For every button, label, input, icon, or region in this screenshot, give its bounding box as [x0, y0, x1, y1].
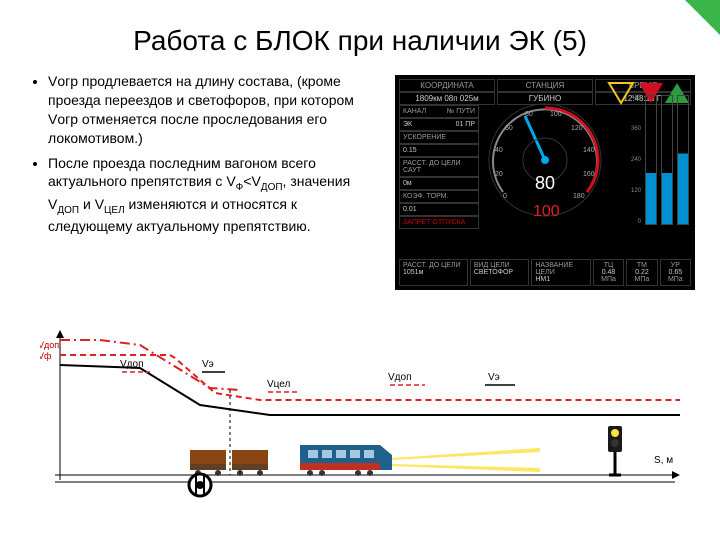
svg-text:20: 20	[495, 171, 503, 178]
hdr-station-label: СТАНЦИЯ	[497, 79, 593, 92]
display-left-column: КАНАЛ № ПУТИ ЭК 01 ПР УСКОРЕНИЕ 0.15 РАС…	[399, 105, 479, 229]
blok-display: КООРДИНАТА СТАНЦИЯ ВРЕМЯ 1809км 08п 025м…	[395, 75, 695, 290]
svg-text:180: 180	[573, 193, 585, 200]
pressure-tm: ТМ0.22МПа	[626, 259, 657, 286]
traffic-signal-icon	[608, 426, 622, 475]
page-title: Работа с БЛОК при наличии ЭК (5)	[0, 0, 720, 72]
left-row: ЭК 01 ПР	[399, 118, 479, 131]
sensor-icon	[189, 474, 211, 496]
speed-gauge: 0 20 40 60 80 100 120 140 160 180	[485, 100, 605, 220]
svg-text:Vф: Vф	[40, 351, 52, 361]
pressure-tc: ТЦ0.48МПа	[593, 259, 624, 286]
svg-text:Vдоп: Vдоп	[120, 359, 143, 370]
svg-text:160: 160	[583, 171, 595, 178]
pressure-bargraph: 4803602401200	[631, 95, 689, 225]
svg-text:140: 140	[583, 147, 595, 154]
corner-decoration	[685, 0, 720, 35]
display-bottom-row: РАССТ. ДО ЦЕЛИ1051м ВИД ЦЕЛИСВЕТОФОР НАЗ…	[399, 259, 691, 286]
bullet-item: Vогр продлевается на длину состава, (кро…	[48, 72, 380, 148]
hdr-coord-value: 1809км 08п 025м	[399, 92, 495, 105]
svg-text:120: 120	[571, 125, 583, 132]
bar-3	[677, 95, 689, 225]
train-icon	[190, 445, 540, 476]
svg-text:Vцел: Vцел	[267, 379, 291, 390]
svg-text:Vдоп: Vдоп	[388, 372, 411, 383]
bullet-list: Vогр продлевается на длину состава, (кро…	[30, 72, 380, 242]
svg-text:60: 60	[505, 125, 513, 132]
left-row: КОЭФ. ТОРМ.	[399, 190, 479, 203]
speed-distance-chart: Vдоп, Vф Vдоп Vэ Vцел Vдоп Vэ S, м	[40, 330, 680, 500]
bottom-cell: НАЗВАНИЕ ЦЕЛИНМ1	[531, 259, 590, 286]
left-row: РАССТ. ДО ЦЕЛИ САУТ	[399, 157, 479, 177]
svg-text:0: 0	[503, 193, 507, 200]
left-row: 0.15	[399, 144, 479, 157]
speed-value: 80	[535, 173, 555, 194]
bar-1	[645, 95, 657, 225]
svg-text:40: 40	[495, 147, 503, 154]
left-row: УСКОРЕНИЕ	[399, 131, 479, 144]
left-row: ЗАПРЕТ ОТПУСКА	[399, 216, 479, 229]
svg-text:100: 100	[550, 111, 562, 118]
bullet-item: После проезда последним вагоном всего ак…	[48, 154, 380, 236]
left-row: 0м	[399, 177, 479, 190]
svg-text:Vэ: Vэ	[202, 359, 214, 370]
left-row: 0.01	[399, 203, 479, 216]
left-row: КАНАЛ № ПУТИ	[399, 105, 479, 118]
svg-text:S, м: S, м	[654, 455, 673, 466]
bar-2	[661, 95, 673, 225]
hdr-coord-label: КООРДИНАТА	[399, 79, 495, 92]
bottom-cell: ВИД ЦЕЛИСВЕТОФОР	[470, 259, 529, 286]
bottom-cell: РАССТ. ДО ЦЕЛИ1051м	[399, 259, 468, 286]
pressure-ur: УР0.65МПа	[660, 259, 691, 286]
speed-limit: 100	[533, 203, 560, 221]
svg-text:Vдоп,: Vдоп,	[40, 340, 62, 350]
chart-svg: Vдоп, Vф Vдоп Vэ Vцел Vдоп Vэ S, м	[40, 330, 680, 500]
svg-text:Vэ: Vэ	[488, 372, 500, 383]
